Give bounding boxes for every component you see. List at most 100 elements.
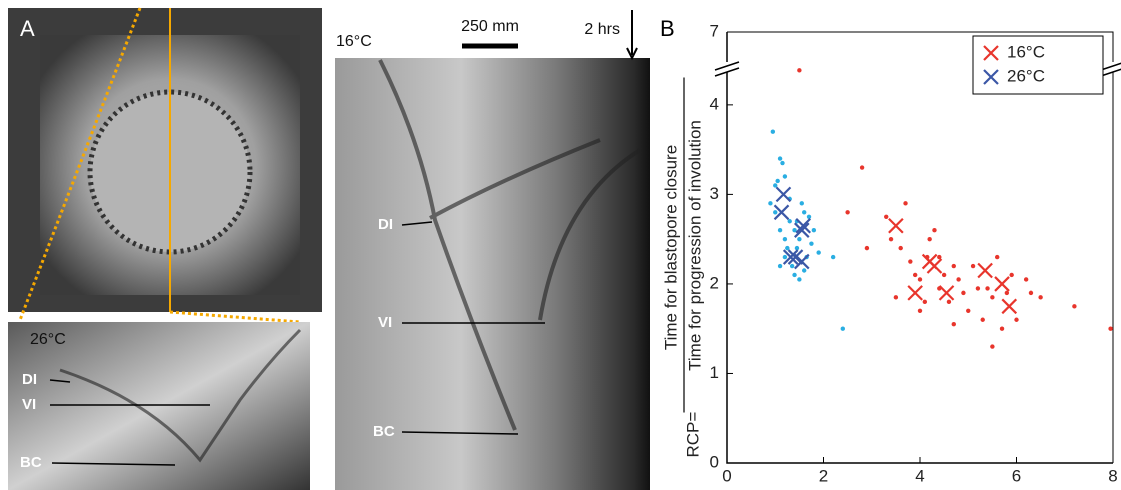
point: [995, 254, 1000, 260]
axis-break: [714, 61, 740, 71]
panel-label: A: [20, 16, 35, 41]
point: [961, 290, 966, 296]
point: [782, 254, 788, 260]
axis-frame: [726, 32, 1113, 464]
point: [770, 129, 776, 134]
point: [787, 219, 792, 224]
bc-label: BC: [20, 454, 42, 471]
point: [888, 236, 894, 242]
point: [898, 245, 903, 251]
point: [777, 263, 783, 269]
point: [782, 236, 788, 242]
point: [884, 214, 889, 219]
point: [792, 228, 797, 233]
mean-marker: [1001, 298, 1018, 315]
legend-label: 26°C: [1007, 66, 1045, 85]
mean-marker: [794, 222, 810, 238]
bc-label: BC: [373, 423, 395, 440]
point: [811, 228, 817, 233]
point: [903, 201, 908, 206]
mean-marker: [773, 204, 790, 221]
point: [990, 295, 995, 300]
point: [917, 308, 923, 313]
x-tick-label: 0: [722, 466, 731, 485]
scatter-plot: 0 2 4 6 8 0 1 2 3 4 7 tP: time (hrs) for progressio…: [661, 21, 1121, 490]
x-axis-label: tP: time (hrs) for progression of involu…: [765, 487, 1076, 490]
point: [797, 236, 802, 242]
axis-break: [714, 67, 740, 77]
point: [806, 214, 812, 219]
mean-marker: [795, 217, 812, 234]
mean-marker: [994, 276, 1010, 292]
point: [908, 259, 913, 264]
arrows: [49, 379, 210, 466]
point: [927, 236, 932, 242]
x-tick-label: 8: [1108, 466, 1117, 485]
legend-marker: [983, 45, 999, 61]
vi-label: VI: [378, 314, 392, 331]
time-label: 2 hrs: [584, 21, 620, 38]
point: [768, 201, 773, 206]
y-label-denominator: Time for progression of involution: [685, 120, 704, 371]
mean-marker: [775, 186, 792, 203]
point: [1072, 304, 1077, 309]
point: [777, 228, 783, 233]
point: [785, 245, 790, 251]
y-axis-label: RCP= Time for blastopore closure Time for …: [661, 77, 704, 458]
point: [1023, 277, 1029, 282]
point: [794, 245, 800, 251]
point: [797, 277, 802, 282]
y-tick-label: 1: [710, 363, 719, 382]
point: [970, 263, 976, 269]
x-tick-label: 4: [915, 466, 924, 485]
point: [922, 299, 928, 305]
legend-box: [972, 35, 1104, 95]
point: [912, 272, 918, 278]
point: [951, 263, 956, 269]
legend-label: 16°C: [1007, 42, 1045, 61]
point: [809, 241, 814, 246]
axis-break: [1100, 68, 1121, 77]
point: [799, 201, 804, 206]
kymograph-16: [335, 58, 650, 490]
point: [789, 263, 795, 269]
kymo-fold: [378, 59, 642, 431]
y-tick-label: 3: [710, 184, 719, 203]
time-arrow: [626, 10, 638, 61]
point: [816, 250, 821, 255]
point: [893, 295, 899, 300]
axis-frame: [727, 31, 1114, 463]
point: [1009, 272, 1014, 278]
mean-marker: [888, 217, 904, 234]
vi-label: VI: [22, 396, 36, 413]
mean-marker: [977, 262, 993, 279]
point: [932, 228, 937, 233]
mean-marker: [926, 258, 943, 274]
point: [985, 286, 990, 291]
point: [802, 210, 807, 215]
point: [830, 254, 836, 260]
point: [775, 178, 780, 184]
mean-marker: [794, 253, 810, 270]
point: [1028, 290, 1034, 296]
point: [946, 299, 952, 305]
point: [951, 322, 956, 327]
point: [980, 317, 985, 322]
mean-marker: [907, 285, 923, 301]
panel-label: B: [660, 16, 675, 41]
temperature-label: 26°C: [30, 331, 66, 348]
point: [780, 160, 785, 166]
point: [773, 183, 778, 188]
y-tick-label: 7: [710, 21, 719, 40]
y-label-prefix: RCP=: [683, 412, 702, 458]
point: [999, 326, 1005, 331]
point: [941, 272, 947, 278]
cut-line-dotted: [169, 310, 301, 324]
kymograph-26: [8, 322, 310, 490]
di-label: DI: [378, 216, 393, 233]
point: [937, 254, 942, 260]
point: [773, 210, 778, 215]
point: [864, 245, 870, 251]
point: [1014, 317, 1019, 322]
